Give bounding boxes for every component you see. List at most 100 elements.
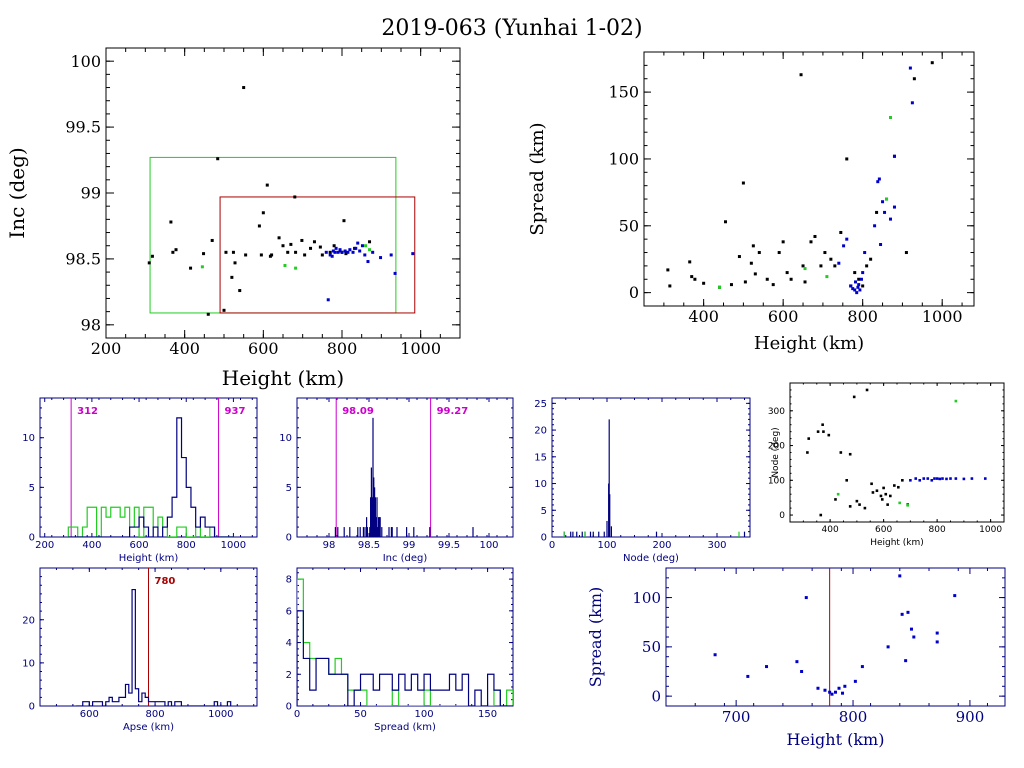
node-height-point (949, 477, 952, 480)
height-hist-vline-label: 312 (77, 406, 98, 417)
spread-height-point (837, 261, 841, 265)
height-hist-xtick-label: 400 (82, 540, 101, 551)
inc-height-point (200, 265, 204, 269)
inc-height-point (326, 298, 330, 302)
node-hist-xlabel: Node (deg) (623, 553, 679, 564)
node-height-point (882, 486, 885, 490)
spread-height-point (842, 244, 846, 248)
node-hist-ytick-label: 5 (541, 506, 547, 517)
node-height-ylabel: Node (deg) (771, 427, 781, 477)
height-hist-xlabel: Height (km) (119, 553, 179, 564)
inc-height-point (230, 275, 234, 279)
spread-height-point (743, 280, 747, 284)
node-height-point (930, 479, 934, 482)
apse-hist-ytick-label: 0 (29, 702, 35, 713)
spread-height-zoom-point (853, 679, 857, 683)
inc-height-point (309, 246, 313, 250)
node-hist-frame (551, 397, 751, 538)
node-height-point (858, 503, 861, 506)
spread-height-point (912, 77, 916, 81)
inc-height-xtick-label: 800 (327, 339, 358, 358)
inc-height-point (348, 248, 352, 252)
spread-height-point (833, 264, 837, 268)
spread-height-point (865, 264, 869, 268)
height-hist-xtick-label: 200 (35, 540, 54, 551)
inc-height-point (261, 211, 265, 215)
node-height-point (845, 479, 849, 482)
spread-height-point (777, 251, 781, 255)
spread-hist-xlabel: Spread (km) (374, 722, 436, 733)
inc-height-point (332, 244, 336, 248)
spread-height-point (693, 277, 697, 281)
height-hist-frame (39, 397, 258, 538)
inc-height-point (328, 253, 332, 257)
spread-height-zoom-point (860, 665, 864, 669)
inc-height-point (169, 220, 173, 224)
inc-height-point (411, 252, 415, 256)
spread-height-point (803, 267, 807, 271)
inc-height-point (368, 248, 372, 252)
inc-height-point (330, 254, 334, 258)
spread-hist-hist-navy (297, 610, 513, 706)
inc-height-point (334, 246, 338, 250)
node-height-point (886, 503, 889, 506)
spread-height-zoom-point (823, 688, 827, 692)
node-height-point (914, 477, 918, 480)
inc-height-point (324, 250, 328, 254)
node-height-point (822, 430, 825, 433)
spread-height-point (881, 200, 885, 204)
spread-height-zoom-ytick-label: 0 (651, 687, 661, 705)
inc-height-point (174, 248, 178, 252)
node-height-point (926, 477, 930, 480)
apse-hist-xtick-label: 1000 (208, 709, 233, 720)
spread-height-zoom-point (843, 684, 847, 688)
node-hist-xtick-label: 100 (597, 540, 616, 551)
spread-height-ytick-label: 50 (619, 216, 639, 235)
inc-hist-xtick-label: 99.5 (438, 540, 460, 551)
spread-height-point (889, 217, 893, 221)
inc-height-point (389, 253, 393, 257)
spread-height-point (749, 261, 753, 265)
spread-height-frame (643, 51, 975, 307)
height-hist-xtick-label: 800 (177, 540, 196, 551)
spread-height-point (857, 283, 861, 287)
inc-height-point (216, 157, 220, 161)
inc-height-point (265, 183, 269, 187)
spread-height-ytick-label: 150 (608, 83, 639, 102)
inc-height-point (336, 250, 340, 254)
spread-height-point (877, 177, 881, 181)
inc-hist-xlabel: Inc (deg) (383, 553, 428, 564)
spread-hist-ytick-label: 8 (286, 575, 292, 586)
inc-height-xtick-label: 1000 (400, 339, 441, 358)
spread-height-zoom-xlabel: Height (km) (787, 730, 885, 749)
spread-height-zoom-point (816, 686, 820, 690)
spread-height-zoom-ytick-label: 100 (632, 589, 661, 607)
spread-height-point (765, 277, 769, 281)
spread-height-ytick-label: 0 (629, 283, 639, 302)
spread-height-point (819, 264, 823, 268)
spread-height-point (854, 280, 858, 284)
spread-height-point (861, 284, 865, 288)
spread-height-point (737, 255, 741, 259)
inc-height-point (346, 250, 350, 254)
node-height-ytick-label: 200 (768, 442, 785, 452)
spread-height-zoom-xtick-label: 700 (722, 708, 751, 726)
height-hist-vline-label: 937 (225, 406, 246, 417)
inc-height-box-green (149, 156, 397, 314)
node-hist-ytick-label: 10 (534, 479, 547, 490)
node-height-point (848, 452, 852, 456)
spread-height-zoom-point (830, 692, 834, 696)
inc-height-point (294, 250, 298, 254)
node-hist-ytick-label: 0 (541, 533, 547, 544)
spread-height-ytick-label: 100 (608, 150, 639, 169)
inc-height-box-red (219, 196, 416, 314)
spread-height-xlabel: Height (km) (754, 333, 864, 354)
node-height-point (836, 492, 840, 496)
inc-height-ytick-label: 98.5 (65, 250, 101, 269)
inc-hist-ytick-label: 5 (286, 483, 292, 494)
height-hist-xtick-label: 1000 (221, 540, 246, 551)
spread-height-point (892, 205, 896, 209)
node-height-point (834, 498, 837, 501)
spread-height-point (771, 283, 775, 287)
spread-height-point (892, 154, 896, 158)
